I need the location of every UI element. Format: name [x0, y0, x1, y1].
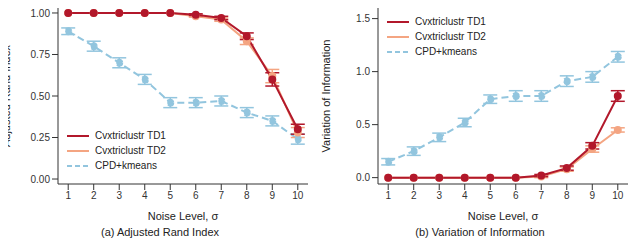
svg-text:2: 2	[411, 190, 417, 201]
svg-text:1: 1	[385, 190, 391, 201]
svg-text:0.0: 0.0	[356, 172, 370, 183]
svg-text:0.75: 0.75	[31, 49, 51, 60]
svg-text:0.25: 0.25	[31, 132, 51, 143]
svg-text:9: 9	[270, 190, 276, 201]
html-text:CPD+kmeans: CPD+kmeans	[415, 46, 477, 57]
svg-text:1: 1	[65, 190, 71, 201]
svg-text:3: 3	[436, 190, 442, 201]
svg-text:Noise Level, σ: Noise Level, σ	[148, 210, 219, 222]
svg-text:0.50: 0.50	[31, 91, 51, 102]
svg-text:7: 7	[538, 190, 544, 201]
svg-text:0.00: 0.00	[31, 174, 51, 185]
svg-text:5: 5	[487, 190, 493, 201]
svg-text:9: 9	[590, 190, 596, 201]
html-text:Cvxtriclustr TD1: Cvxtriclustr TD1	[95, 130, 166, 141]
svg-text:5: 5	[167, 190, 173, 201]
svg-text:1.0: 1.0	[356, 66, 370, 77]
svg-text:6: 6	[513, 190, 519, 201]
html-text:Cvxtriclustr TD1: Cvxtriclustr TD1	[415, 16, 486, 27]
svg-text:6: 6	[193, 190, 199, 201]
html-text:Cvxtriclustr TD2: Cvxtriclustr TD2	[415, 31, 486, 42]
svg-text:1.5: 1.5	[356, 13, 370, 24]
html-text:CPD+kmeans: CPD+kmeans	[95, 160, 157, 171]
svg-text:7: 7	[218, 190, 224, 201]
svg-text:3: 3	[116, 190, 122, 201]
svg-text:Adjusted Rand Index: Adjusted Rand Index	[8, 44, 12, 147]
html-text:(b) Variation of Information: (b) Variation of Information	[415, 226, 545, 238]
svg-text:0.5: 0.5	[356, 119, 370, 130]
svg-text:10: 10	[612, 190, 624, 201]
svg-text:8: 8	[244, 190, 250, 201]
html-text:Cvxtriclustr TD2: Cvxtriclustr TD2	[95, 145, 166, 156]
svg-text:2: 2	[91, 190, 97, 201]
svg-text:1.00: 1.00	[31, 8, 51, 19]
svg-text:4: 4	[142, 190, 148, 201]
html-text:(a) Adjusted Rand Index: (a) Adjusted Rand Index	[101, 226, 219, 238]
svg-text:4: 4	[462, 190, 468, 201]
svg-text:Variation of Information: Variation of Information	[320, 40, 332, 153]
svg-text:Noise Level, σ: Noise Level, σ	[468, 210, 539, 222]
svg-text:10: 10	[292, 190, 304, 201]
svg-text:8: 8	[564, 190, 570, 201]
